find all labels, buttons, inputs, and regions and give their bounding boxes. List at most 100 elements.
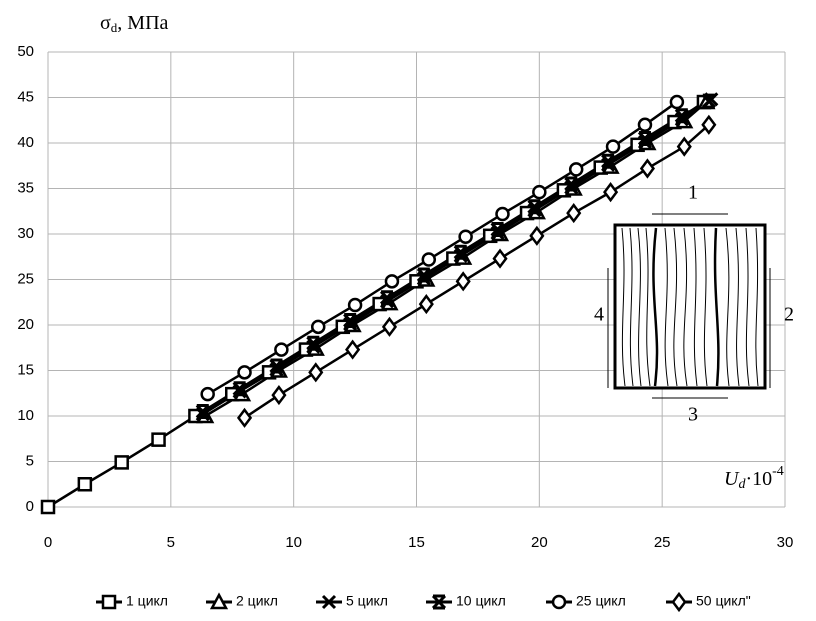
marker <box>379 294 395 309</box>
marker <box>669 94 685 110</box>
marker <box>40 499 56 515</box>
marker <box>232 381 247 397</box>
marker <box>308 362 324 383</box>
marker <box>416 271 431 286</box>
marker <box>421 252 437 267</box>
x-label-sup: -4 <box>772 464 784 479</box>
marker <box>566 202 582 224</box>
marker <box>701 114 717 135</box>
marker <box>458 229 473 244</box>
marker <box>637 130 653 146</box>
marker <box>674 108 689 124</box>
marker <box>274 342 289 357</box>
x-label-rest: ·10 <box>745 468 772 490</box>
marker <box>605 139 621 154</box>
y-tick-label: 30 <box>17 225 34 242</box>
annotation: 4 <box>594 304 604 326</box>
marker <box>237 365 252 380</box>
marker <box>269 362 284 377</box>
legend-label: 2 цикл <box>236 593 278 609</box>
marker <box>271 384 287 406</box>
marker <box>490 226 505 241</box>
marker <box>236 407 253 428</box>
x-tick-label: 15 <box>408 534 425 551</box>
legend-label: 10 цикл <box>456 593 506 609</box>
marker <box>701 93 716 109</box>
legend-label: 25 цикл <box>576 593 626 609</box>
y-tick-label: 5 <box>26 452 34 469</box>
marker <box>306 335 321 351</box>
legend-item: 2 цикл <box>206 592 278 610</box>
marker <box>671 591 687 613</box>
y-tick-label: 40 <box>17 134 34 151</box>
marker <box>601 157 616 172</box>
legend-label: 5 цикл <box>346 593 388 609</box>
marker <box>603 182 619 203</box>
marker <box>527 199 542 215</box>
marker <box>453 248 468 263</box>
legend-label: 1 цикл <box>126 593 168 609</box>
marker <box>601 153 616 169</box>
legend-item: 25 цикл <box>546 593 626 610</box>
y-label-base: σ <box>100 12 111 34</box>
marker <box>384 274 400 289</box>
marker <box>151 432 166 447</box>
x-label-sub: d <box>738 477 746 492</box>
marker <box>310 319 326 335</box>
marker <box>637 135 653 150</box>
marker <box>381 316 398 337</box>
marker <box>416 267 431 283</box>
legend-item: 10 цикл <box>426 593 506 610</box>
x-tick-label: 20 <box>531 534 548 551</box>
x-label-base: U <box>724 468 740 490</box>
marker <box>200 386 215 402</box>
annotation: 3 <box>688 404 698 426</box>
marker <box>345 339 361 360</box>
marker <box>564 176 579 192</box>
legend-item: 50 цикл" <box>666 591 751 613</box>
series-line <box>243 123 710 419</box>
y-tick-label: 35 <box>17 179 34 196</box>
marker <box>347 297 363 313</box>
marker <box>551 594 567 610</box>
marker <box>77 477 93 492</box>
legend-item: 1 цикл <box>96 593 168 610</box>
marker <box>674 112 689 127</box>
x-tick-label: 0 <box>44 534 52 551</box>
marker <box>209 592 229 610</box>
marker <box>529 225 545 246</box>
y-tick-label: 15 <box>17 361 34 378</box>
marker <box>418 293 434 315</box>
marker <box>431 594 447 610</box>
marker <box>527 203 542 218</box>
marker <box>195 403 210 419</box>
marker <box>676 136 692 157</box>
marker <box>639 158 655 179</box>
marker <box>568 162 584 177</box>
x-tick-label: 30 <box>777 534 794 551</box>
y-tick-label: 50 <box>17 43 34 60</box>
annotation: 1 <box>688 182 698 204</box>
specimen-inset: 1 2 3 4 <box>594 182 794 426</box>
marker <box>306 339 321 354</box>
y-tick-label: 0 <box>26 498 34 515</box>
marker <box>321 594 337 610</box>
annotation: 2 <box>784 304 794 326</box>
marker <box>269 358 284 374</box>
x-tick-label: 10 <box>285 534 302 551</box>
marker <box>101 594 117 610</box>
marker <box>455 271 471 292</box>
x-tick-label: 25 <box>654 534 671 551</box>
y-tick-label: 20 <box>17 316 34 333</box>
legend-label: 50 цикл" <box>696 593 751 609</box>
marker <box>492 248 508 269</box>
marker <box>495 206 510 222</box>
x-axis-label: Ud·10-4 <box>724 464 784 492</box>
marker <box>114 455 129 470</box>
marker <box>637 117 653 133</box>
marker <box>343 312 358 328</box>
y-label-sub: d <box>111 20 118 35</box>
y-label-rest: , МПа <box>117 12 168 34</box>
y-tick-label: 10 <box>17 407 34 424</box>
